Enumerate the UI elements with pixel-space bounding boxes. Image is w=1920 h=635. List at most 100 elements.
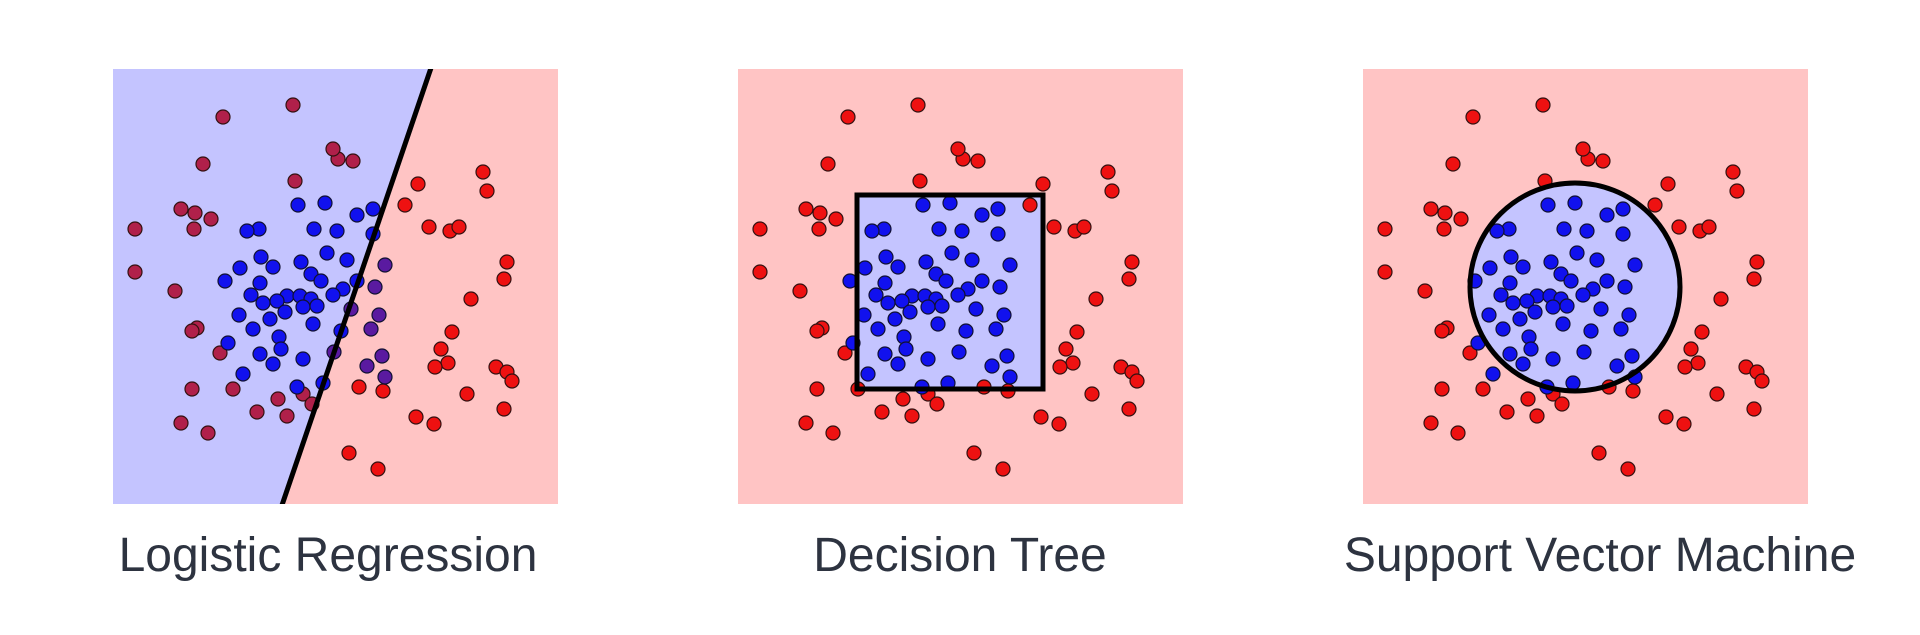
data-point-class-a [496,271,512,287]
data-point-class-a [167,283,183,299]
data-point-class-a [752,221,768,237]
data-point-class-b [374,348,390,364]
data-point-class-a [809,381,825,397]
data-point-class-b [1567,195,1583,211]
data-point-class-a [200,425,216,441]
decision-tree-caption: Decision Tree [813,529,1107,582]
data-point-class-b [217,273,233,289]
data-point-class-b [252,275,268,291]
data-point-class-b [252,346,268,362]
data-point-class-a [1625,383,1641,399]
data-point-class-b [918,254,934,270]
data-point-class-a [1535,97,1551,113]
data-point-class-b [958,323,974,339]
data-point-class-a [1529,408,1545,424]
data-point-class-a [184,381,200,397]
data-point-class-b [293,254,309,270]
data-point-class-a [798,201,814,217]
data-point-class-b [377,257,393,273]
data-point-class-b [295,299,311,315]
decision-boundary-line [279,69,434,504]
data-point-class-b [894,293,910,309]
data-point-class-b [1515,356,1531,372]
data-point-class-a [249,404,265,420]
data-point-class-a [287,173,303,189]
data-point-class-a [752,264,768,280]
data-point-class-b [992,279,1008,295]
data-point-class-b [317,195,333,211]
data-point-class-b [930,316,946,332]
data-point-class-a [1417,283,1433,299]
data-point-class-a [1725,164,1741,180]
data-point-class-a [1647,197,1663,213]
data-point-class-a [475,164,491,180]
data-point-class-b [890,356,906,372]
data-point-class-a [1554,396,1570,412]
data-point-class-a [1445,156,1461,172]
data-point-class-b [974,273,990,289]
data-point-class-a [1069,324,1085,340]
data-point-class-b [1485,366,1501,382]
data-point-class-a [820,156,836,172]
data-point-class-a [1121,401,1137,417]
data-point-class-b [1589,252,1605,268]
data-point-class-b [877,275,893,291]
data-point-class-b [377,369,393,385]
data-point-class-a [1671,219,1687,235]
data-point-class-b [944,245,960,261]
data-point-class-a [408,409,424,425]
data-point-class-b [1502,275,1518,291]
data-point-class-b [860,366,876,382]
data-point-class-a [225,381,241,397]
data-point-class-a [1377,264,1393,280]
data-point-class-a [341,445,357,461]
data-point-class-b [931,221,947,237]
data-point-class-b [1615,226,1631,242]
data-point-class-a [1713,291,1729,307]
data-point-class-b [1599,207,1615,223]
data-point-class-b [1583,323,1599,339]
data-point-class-a [792,283,808,299]
data-point-class-b [1545,299,1561,315]
data-point-class-a [1065,355,1081,371]
data-point-class-b [367,279,383,295]
data-point-class-b [1512,311,1528,327]
data-point-class-b [1002,369,1018,385]
data-point-class-b [1621,307,1637,323]
decision-tree-plot [738,69,1183,504]
decision-boundary-box [854,192,1046,392]
data-point-class-b [253,249,269,265]
data-point-class-b [954,223,970,239]
data-point-class-b [934,298,950,314]
data-point-class-b [890,259,906,275]
data-point-class-a [1104,183,1120,199]
data-point-class-b [950,287,966,303]
data-point-class-a [1694,324,1710,340]
data-point-class-a [1436,221,1452,237]
data-point-class-a [895,391,911,407]
data-point-class-a [966,445,982,461]
data-point-class-a [479,183,495,199]
data-point-class-b [915,197,931,213]
data-point-class-a [904,408,920,424]
data-point-class-a [1620,461,1636,477]
data-point-class-a [504,373,520,389]
data-point-class-a [828,211,844,227]
data-point-class-a [1423,201,1439,217]
data-point-class-b [1555,316,1571,332]
decision-tree-panel: Decision Tree [680,0,1240,635]
data-point-class-b [1615,201,1631,217]
data-point-class-b [289,379,305,395]
data-point-class-b [938,273,954,289]
data-point-class-b [864,223,880,239]
data-point-class-a [910,97,926,113]
data-point-class-a [1453,211,1469,227]
data-point-class-a [212,345,228,361]
data-point-class-a [1746,271,1762,287]
data-point-class-b [1627,257,1643,273]
data-point-class-b [1502,346,1518,362]
data-point-class-b [996,307,1012,323]
data-point-class-a [812,205,828,221]
data-point-class-b [365,201,381,217]
data-point-class-a [351,379,367,395]
